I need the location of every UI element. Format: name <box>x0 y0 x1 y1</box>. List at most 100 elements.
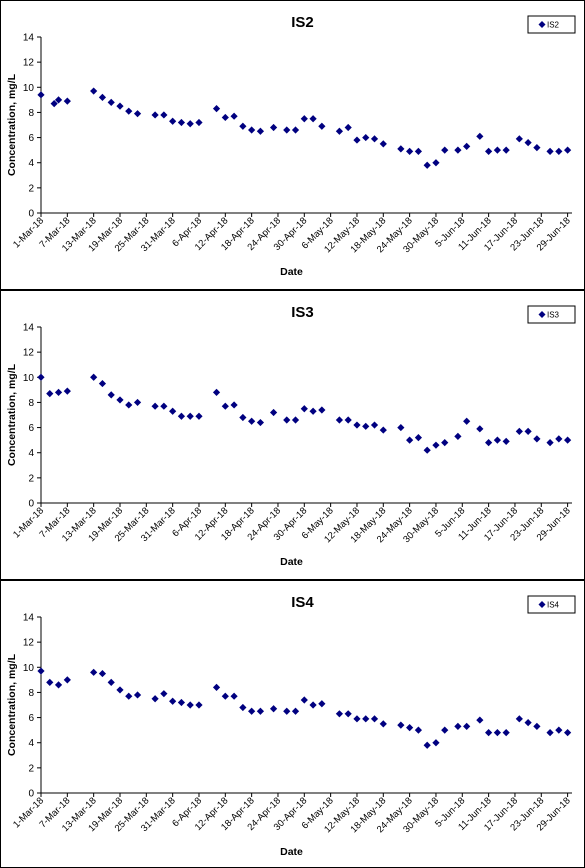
y-tick-label: 12 <box>23 58 35 69</box>
data-point <box>283 707 291 715</box>
data-point <box>133 110 142 118</box>
data-point <box>54 96 63 104</box>
data-point <box>533 435 541 443</box>
data-point <box>230 692 238 700</box>
y-tick-label: 4 <box>28 158 34 169</box>
y-tick-label: 0 <box>28 209 34 220</box>
data-point <box>362 715 370 723</box>
data-point <box>63 387 71 395</box>
data-point <box>46 678 54 686</box>
data-point <box>133 691 142 699</box>
data-point <box>37 667 45 675</box>
data-point <box>485 147 493 155</box>
data-point <box>107 98 115 106</box>
data-point <box>318 700 326 708</box>
data-point <box>151 402 159 410</box>
data-point <box>230 401 238 409</box>
data-point <box>107 678 115 686</box>
data-point <box>502 729 510 737</box>
data-point <box>186 701 194 709</box>
data-point <box>454 146 462 154</box>
data-point <box>555 147 563 155</box>
y-tick-label: 12 <box>23 348 35 359</box>
data-point <box>269 123 278 132</box>
data-point <box>370 135 379 143</box>
data-point <box>248 417 256 425</box>
data-point <box>564 436 572 444</box>
y-tick-label: 14 <box>23 33 35 44</box>
data-point <box>335 127 344 135</box>
data-point <box>344 710 352 718</box>
data-point <box>441 439 449 447</box>
data-point <box>177 698 186 707</box>
data-point <box>423 741 431 749</box>
data-point <box>151 695 159 703</box>
data-point <box>397 423 405 432</box>
data-point <box>493 436 501 444</box>
data-point <box>370 421 379 429</box>
chart-panel-is3: IS3 0 2 4 6 8 10 12 14 1-Mar-18 7-Mar-18 13-Mar-18 1… <box>0 290 585 580</box>
y-tick-label: 2 <box>28 473 34 484</box>
data-point <box>335 710 344 718</box>
legend-box <box>527 305 576 324</box>
data-point <box>195 412 203 420</box>
data-point <box>186 120 194 128</box>
data-point <box>546 439 554 447</box>
x-axis-label: Date <box>280 846 303 858</box>
legend: IS3 <box>527 305 576 324</box>
y-tick-label: 2 <box>28 763 34 774</box>
data-point <box>353 136 361 144</box>
data-point <box>300 405 308 413</box>
data-point <box>248 126 256 134</box>
data-point <box>546 147 554 155</box>
data-point <box>125 692 133 700</box>
data-point <box>239 413 247 422</box>
data-point <box>463 417 471 425</box>
data-point <box>406 436 414 444</box>
y-tick-label: 2 <box>28 183 34 194</box>
data-point <box>160 111 168 119</box>
data-point <box>90 87 98 95</box>
data-point <box>291 707 300 715</box>
data-point <box>169 407 177 415</box>
data-point <box>177 118 186 127</box>
data-point <box>533 144 541 152</box>
data-point <box>221 113 229 122</box>
data-point <box>239 122 247 130</box>
data-point <box>379 720 387 728</box>
data-point <box>463 142 471 150</box>
legend: IS2 <box>527 15 576 34</box>
data-point <box>90 373 98 381</box>
data-point <box>300 696 308 704</box>
data-point <box>493 146 501 154</box>
y-tick-label: 14 <box>23 613 35 624</box>
data-point <box>107 391 115 399</box>
y-tick-label: 0 <box>28 499 34 510</box>
data-point <box>344 123 352 132</box>
data-point <box>485 729 493 737</box>
data-point <box>98 669 107 678</box>
data-point <box>546 729 554 737</box>
data-point <box>476 716 484 724</box>
y-tick-label: 6 <box>28 713 34 724</box>
data-point <box>344 416 352 424</box>
data-point <box>160 690 168 698</box>
data-point <box>485 439 493 447</box>
data-point <box>309 115 317 123</box>
data-point <box>362 422 370 430</box>
y-axis-label: Concentration, mg/L <box>6 653 18 756</box>
data-point <box>116 686 124 694</box>
data-point <box>493 729 501 737</box>
chart-svg: IS2024681012141-Mar-187-Mar-1813-Mar-181… <box>6 14 576 278</box>
data-point <box>230 112 238 120</box>
data-point <box>195 118 203 127</box>
legend: IS4 <box>527 595 576 614</box>
legend-label: IS3 <box>547 311 560 320</box>
y-tick-label: 14 <box>23 323 35 334</box>
data-point <box>406 147 414 155</box>
data-point <box>291 126 300 134</box>
legend-marker <box>538 21 546 28</box>
legend-box <box>527 15 576 34</box>
data-point <box>160 402 168 410</box>
